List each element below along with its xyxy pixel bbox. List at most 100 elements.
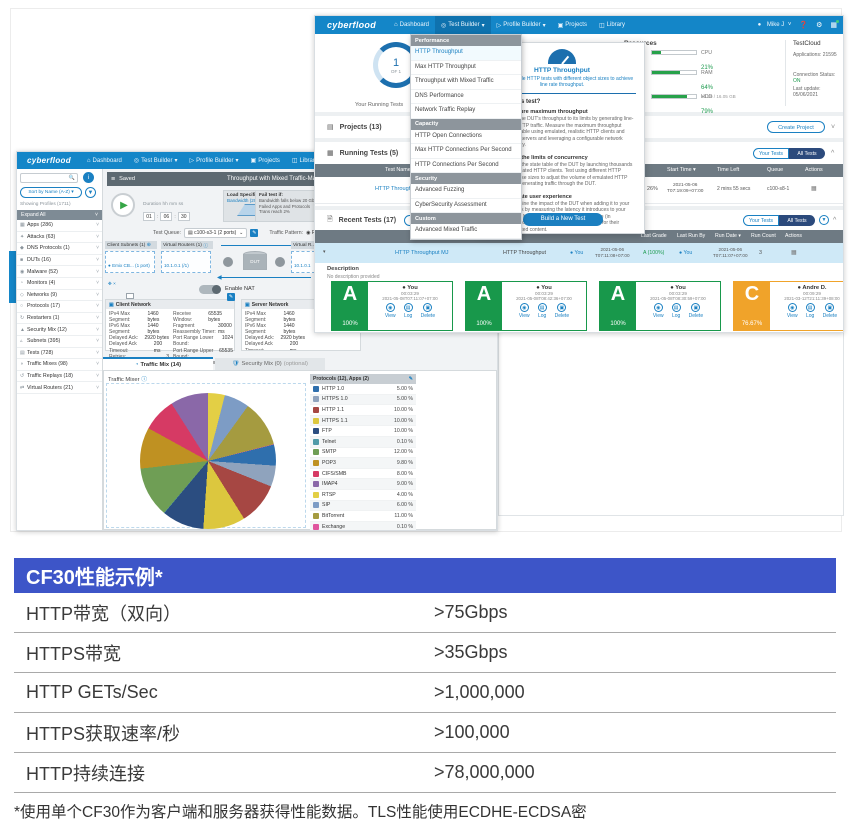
gear-icon[interactable]: ⚙ — [816, 22, 823, 29]
menu-item-advanced-fuzzing[interactable]: Advanced Fuzzing — [411, 184, 521, 199]
card-action-delete[interactable]: ▣ Delete — [823, 303, 837, 319]
card-action-log[interactable]: ▤ Log — [805, 303, 815, 319]
edit-icon[interactable]: ✎ — [227, 293, 235, 301]
add-icon[interactable]: ⊕ — [146, 242, 151, 248]
menu-item-max-http-throughput[interactable]: Max HTTP Throughput — [411, 60, 521, 75]
virtual-routers2-chip[interactable]: Virtual R... — [291, 241, 315, 249]
menu-item-http-open-connections[interactable]: HTTP Open Connections — [411, 129, 521, 144]
sidebar-item-traffic[interactable]: ↺ Traffic Replays (18) ˅ — [17, 370, 102, 383]
test-queue-select[interactable]: ▤ c100-s3-1 (2 ports) ⌄ — [183, 228, 248, 238]
actions-icon[interactable]: ▦ — [791, 250, 797, 256]
protocol-row-https-1-0[interactable]: HTTPS 1.0 5.00 % — [310, 394, 416, 406]
tab-security-mix[interactable]: 🛡 Security Mix (0) (optional) — [215, 358, 325, 370]
nav-item-projects[interactable]: ▣ Projects — [552, 16, 593, 34]
nav-item-projects[interactable]: ▣ Projects — [245, 152, 286, 169]
protocol-row-rtsp[interactable]: RTSP 4.00 % — [310, 490, 416, 501]
nav-item-dashboard[interactable]: ⌂ Dashboard — [81, 152, 128, 169]
info-icon[interactable]: ⓘ — [141, 377, 148, 383]
grade-card-2[interactable]: A 100% ● You 00:03:29 2021-05-08T08:30:59+07… — [599, 281, 721, 331]
nav-item-dashboard[interactable]: ⌂ Dashboard — [388, 16, 435, 34]
sidebar-item-protocols[interactable]: ○ Protocols (17) ˅ — [17, 301, 102, 313]
recent-created-by[interactable]: ● You — [570, 250, 584, 256]
nav-item-test-builder[interactable]: ◎ Test Builder ▾ — [128, 152, 184, 169]
card-action-delete[interactable]: ▣ Delete — [421, 303, 435, 319]
menu-item-advanced-mixed-traffic[interactable]: Advanced Mixed Traffic — [411, 224, 521, 239]
chevron-down-icon[interactable]: ˅ — [831, 123, 836, 131]
sort-select[interactable]: Sort by Name (A-Z) ▾ — [20, 187, 82, 198]
sidebar-item-apps[interactable]: ▦ Apps (286) ˅ — [17, 220, 102, 232]
menu-item-max-http-connections-per-second[interactable]: Max HTTP Connections Per Second — [411, 144, 521, 159]
chevron-down-icon[interactable]: ▾ — [323, 249, 326, 255]
menu-item-network-traffic-replay[interactable]: Network Traffic Replay — [411, 104, 521, 119]
card-action-delete[interactable]: ▣ Delete — [689, 303, 703, 319]
load-spec-value[interactable]: Bandwidth (20 Gbps) — [227, 198, 271, 203]
info-icon[interactable]: i — [83, 172, 94, 183]
menu-item-throughput-with-mixed-traffic[interactable]: Throughput with Mixed Traffic — [411, 75, 521, 90]
filter-icon[interactable]: ▼ — [85, 187, 96, 198]
protocol-row-https-1-1[interactable]: HTTPS 1.1 10.00 % — [310, 415, 416, 427]
menu-icon[interactable]: ≡ — [111, 175, 116, 183]
sidebar-item-malware[interactable]: ◉ Malware (52) ˅ — [17, 266, 102, 278]
sidebar-item-security[interactable]: ▲ Security Mix (12) ˅ — [17, 324, 102, 336]
duration-field-2[interactable]: 30 — [177, 212, 190, 221]
your-tests-toggle[interactable]: Your Tests — [753, 147, 789, 159]
virtual-routers-chip[interactable]: Virtual Routers (1) ⓘ — [161, 241, 213, 249]
card-action-view[interactable]: ◉ View — [787, 303, 798, 319]
traffic-mix-pie-chart[interactable] — [140, 393, 276, 529]
card-action-view[interactable]: ◉ View — [385, 303, 396, 319]
edit-icon[interactable]: ✎ — [408, 376, 413, 382]
menu-item-http-connections-per-second[interactable]: HTTP Connections Per Second — [411, 158, 521, 173]
sidebar-item-tests[interactable]: ▤ Tests (728) ˅ — [17, 347, 102, 360]
virtual-router-box[interactable]: 10.1.0.1 (/1) — [161, 251, 211, 273]
recent-test-link[interactable]: HTTP Throughput MJ — [395, 250, 449, 256]
chevron-up-icon[interactable]: ^ — [833, 216, 837, 224]
duration-field-1[interactable]: 06 — [160, 212, 173, 221]
user-menu[interactable]: ● Mike J ˅ — [757, 22, 792, 28]
sidebar-item-duts[interactable]: ■ DUTs (16) ˅ — [17, 254, 102, 267]
sidebar-item-restarters[interactable]: ↻ Restarters (1) ˅ — [17, 312, 102, 325]
running-test-link[interactable]: HTTP Throughput MJ — [375, 186, 429, 192]
grade-card-1[interactable]: A 100% ● You 00:03:29 2021-05-08T08:42:36+07… — [465, 281, 587, 331]
protocol-row-sip[interactable]: SIP 6.00 % — [310, 500, 416, 512]
actions-icon[interactable]: ▦ — [811, 186, 817, 192]
protocol-row-pop3[interactable]: POP3 9.80 % — [310, 458, 416, 469]
nav-item-library[interactable]: ◫ Library — [286, 152, 324, 169]
sidebar-item-subnets[interactable]: ▵ Subnets (395) ˅ — [17, 335, 102, 348]
grade-card-3[interactable]: C 76.67% ● Andre D. 00:09:29 2021-03-12T21:1… — [733, 281, 843, 331]
apps-grid-icon[interactable]: ▦ — [830, 20, 839, 29]
sidebar-item-dns[interactable]: ◆ DNS Protocols (1) ˅ — [17, 243, 102, 255]
profile-search-input[interactable]: 🔍 — [20, 173, 78, 183]
protocol-row-ftp[interactable]: FTP 10.00 % — [310, 426, 416, 437]
nav-item-test-builder[interactable]: ◎ Test Builder ▾ — [435, 16, 491, 34]
duration-field-0[interactable]: 01 — [143, 212, 155, 221]
card-action-log[interactable]: ▤ Log — [403, 303, 413, 319]
your-tests-toggle[interactable]: Your Tests — [743, 214, 779, 226]
menu-item-dns-performance[interactable]: DNS Performance — [411, 89, 521, 104]
filter-icon[interactable]: ▼ — [819, 215, 829, 225]
virtual-router2-box[interactable]: 10.1.0.1 (12 — [291, 251, 315, 273]
tab-traffic-mix[interactable]: ◔ Traffic Mix (14) — [103, 357, 213, 370]
card-action-delete[interactable]: ▣ Delete — [555, 303, 569, 319]
nav-item-profile-builder[interactable]: ▷ Profile Builder ▾ — [491, 16, 552, 34]
edit-icon[interactable]: ✎ — [250, 229, 259, 237]
menu-item-http-throughput[interactable]: HTTP Throughput — [411, 46, 521, 61]
protocol-row-imap4[interactable]: IMAP4 9.00 % — [310, 479, 416, 490]
all-tests-toggle[interactable]: All Tests — [789, 147, 825, 159]
card-action-log[interactable]: ▤ Log — [671, 303, 681, 319]
protocol-row-cifs-smb[interactable]: CIFS/SMB 8.00 % — [310, 469, 416, 480]
play-button[interactable]: ▶ — [111, 193, 135, 217]
card-action-view[interactable]: ◉ View — [653, 303, 664, 319]
recent-table-row-selected[interactable]: ▾ HTTP Throughput MJ HTTP Throughput ● Y… — [315, 243, 843, 263]
help-icon[interactable]: ❓ — [799, 22, 809, 29]
create-project-button[interactable]: Create Project — [767, 121, 825, 133]
grade-card-0[interactable]: A 100% ● You 00:03:29 2021-05-08T07:11:07+07… — [331, 281, 453, 331]
protocol-row-http-1-0[interactable]: HTTP 1.0 5.00 % — [310, 384, 416, 395]
protocol-row-http-1-1[interactable]: HTTP 1.1 10.00 % — [310, 405, 416, 416]
protocol-row-smtp[interactable]: SMTP 12.00 % — [310, 448, 416, 459]
protocol-row-telnet[interactable]: Telnet 0.10 % — [310, 436, 416, 448]
enable-nat-toggle[interactable] — [199, 285, 221, 294]
sidebar-item-attacks[interactable]: ✦ Attacks (63) ˅ — [17, 231, 102, 244]
recent-run-by[interactable]: ● You — [679, 250, 693, 256]
protocol-row-bittorrent[interactable]: BitTorrent 11.00 % — [310, 511, 416, 522]
all-tests-toggle[interactable]: All Tests — [779, 214, 815, 226]
